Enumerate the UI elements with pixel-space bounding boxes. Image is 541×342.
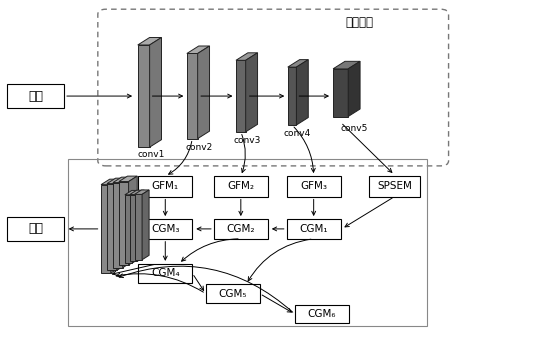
Polygon shape: [101, 179, 120, 185]
Text: CGM₄: CGM₄: [151, 268, 180, 278]
Bar: [214, 219, 268, 239]
Bar: [8, 84, 64, 108]
Polygon shape: [135, 190, 149, 194]
Text: conv4: conv4: [284, 129, 311, 138]
Polygon shape: [333, 61, 360, 69]
Polygon shape: [125, 190, 140, 195]
Text: conv1: conv1: [137, 150, 164, 159]
Text: CGM₂: CGM₂: [227, 224, 255, 234]
Polygon shape: [142, 190, 149, 260]
Polygon shape: [129, 176, 137, 265]
Text: CGM₁: CGM₁: [299, 224, 328, 234]
Polygon shape: [133, 190, 140, 263]
Text: conv2: conv2: [186, 143, 213, 152]
Polygon shape: [119, 176, 137, 182]
Polygon shape: [107, 184, 117, 271]
Text: conv5: conv5: [340, 124, 368, 133]
Polygon shape: [333, 69, 348, 117]
Polygon shape: [138, 45, 150, 147]
Text: GFM₂: GFM₂: [227, 181, 254, 191]
Bar: [8, 216, 64, 241]
Text: CGM₅: CGM₅: [219, 289, 247, 299]
Text: CGM₆: CGM₆: [307, 309, 336, 319]
Bar: [138, 176, 192, 197]
Text: 输出: 输出: [28, 222, 43, 235]
Polygon shape: [101, 185, 111, 273]
Bar: [138, 219, 192, 239]
Polygon shape: [107, 178, 126, 184]
Polygon shape: [236, 53, 258, 60]
Polygon shape: [125, 195, 133, 263]
Text: 骨干网络: 骨干网络: [346, 16, 373, 29]
Polygon shape: [117, 178, 126, 271]
Bar: [287, 219, 341, 239]
Text: conv3: conv3: [233, 136, 260, 145]
Polygon shape: [236, 60, 246, 132]
Polygon shape: [296, 60, 308, 125]
Polygon shape: [288, 67, 296, 125]
Polygon shape: [119, 182, 129, 265]
Polygon shape: [111, 179, 120, 273]
Text: GFM₃: GFM₃: [300, 181, 327, 191]
Polygon shape: [113, 177, 131, 183]
Polygon shape: [138, 38, 162, 45]
Bar: [214, 176, 268, 197]
Polygon shape: [288, 60, 308, 67]
Bar: [295, 305, 349, 324]
Polygon shape: [130, 195, 137, 261]
Polygon shape: [187, 53, 197, 139]
Polygon shape: [197, 46, 209, 139]
Polygon shape: [187, 46, 209, 53]
Polygon shape: [246, 53, 258, 132]
Polygon shape: [137, 190, 144, 261]
Bar: [206, 284, 260, 303]
Polygon shape: [130, 190, 144, 195]
Polygon shape: [150, 38, 162, 147]
Bar: [68, 159, 427, 326]
Text: SPSEM: SPSEM: [377, 181, 412, 191]
Text: CGM₃: CGM₃: [151, 224, 180, 234]
Bar: [138, 264, 192, 282]
Text: 输入: 输入: [28, 90, 43, 103]
Polygon shape: [348, 61, 360, 117]
Bar: [287, 176, 341, 197]
Text: GFM₁: GFM₁: [151, 181, 179, 191]
Bar: [369, 176, 420, 197]
Polygon shape: [135, 194, 142, 260]
Polygon shape: [123, 177, 131, 268]
Polygon shape: [113, 183, 123, 268]
